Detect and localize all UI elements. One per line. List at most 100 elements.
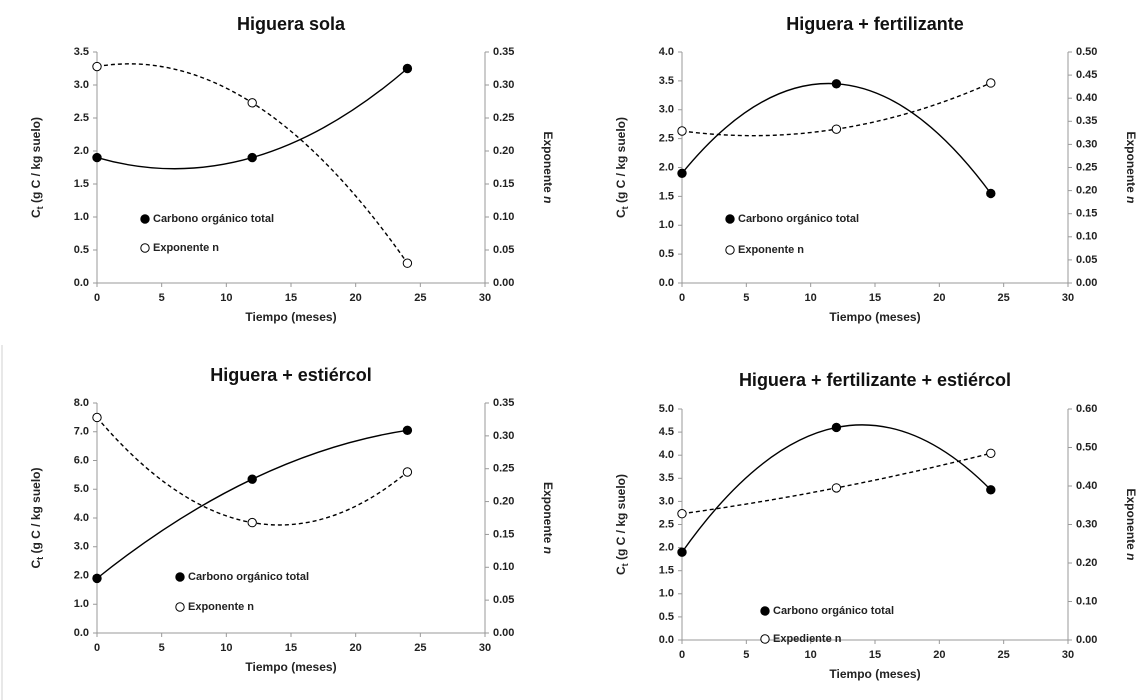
- chart-title: Higuera + estiércol: [210, 365, 372, 385]
- y2-label-italic: n: [541, 196, 555, 203]
- y2-axis-label: Exponente n: [541, 482, 555, 554]
- x-axis-label: Tiempo (meses): [245, 660, 336, 674]
- y-tick-label: 5.0: [659, 403, 674, 415]
- x-tick-label: 20: [933, 649, 945, 661]
- y-label-sub: t: [35, 206, 45, 209]
- y2-tick-label: 0.15: [493, 528, 514, 540]
- x-tick-label: 30: [1062, 292, 1074, 304]
- data-point: [92, 412, 102, 423]
- y2-tick-label: 0.10: [493, 211, 514, 223]
- x-tick-label: 25: [998, 292, 1010, 304]
- data-point: [677, 126, 687, 136]
- y2-tick-label: 0.25: [493, 112, 514, 124]
- x-axis-label: Tiempo (meses): [829, 667, 920, 681]
- y-axis-label: Ct (g C / kg suelo): [29, 467, 45, 568]
- data-point: [831, 124, 842, 134]
- legend-marker: [140, 243, 150, 253]
- y2-label-italic: n: [1124, 196, 1138, 203]
- y-tick-label: 3.0: [659, 495, 674, 507]
- y-tick-label: 2.5: [74, 112, 89, 124]
- data-point: [831, 422, 842, 433]
- y2-tick-label: 0.05: [493, 594, 514, 606]
- x-tick-label: 25: [998, 649, 1010, 661]
- x-tick-label: 5: [743, 292, 749, 304]
- y2-tick-label: 0.20: [493, 145, 514, 157]
- y-tick-label: 7.0: [74, 426, 89, 438]
- legend-label: Carbono orgánico total: [773, 605, 894, 617]
- y2-axis-label: Exponente n: [1124, 131, 1138, 203]
- y-tick-label: 8.0: [74, 397, 89, 409]
- data-point: [247, 474, 257, 484]
- y-tick-label: 0.0: [659, 277, 674, 289]
- data-point: [247, 152, 257, 163]
- y2-tick-label: 0.05: [493, 244, 514, 256]
- chart-title: Higuera + fertilizante: [786, 14, 964, 34]
- y2-tick-label: 0.20: [493, 495, 514, 507]
- data-point: [402, 467, 413, 477]
- y-label-main: C: [29, 560, 43, 569]
- x-tick-label: 15: [869, 292, 881, 304]
- y-label-sub: t: [620, 563, 630, 566]
- y-tick-label: 5.0: [74, 483, 89, 495]
- data-point: [92, 573, 102, 584]
- data-point: [402, 425, 413, 436]
- y2-label-italic: n: [541, 547, 555, 554]
- y-tick-label: 1.0: [74, 598, 89, 610]
- x-tick-label: 0: [679, 649, 685, 661]
- y2-tick-label: 0.35: [493, 397, 514, 409]
- y-axis-label: Ct (g C / kg suelo): [614, 117, 630, 218]
- legend-label: Exponente n: [153, 242, 219, 254]
- y-tick-label: 2.0: [659, 161, 674, 173]
- data-point: [402, 258, 413, 268]
- y2-tick-label: 0.30: [493, 79, 514, 91]
- y2-tick-label: 0.40: [1076, 480, 1097, 492]
- y2-label-main: Exponente: [541, 131, 555, 196]
- x-tick-label: 20: [350, 642, 362, 654]
- x-tick-label: 10: [220, 642, 232, 654]
- legend-label: Carbono orgánico total: [738, 213, 859, 225]
- y2-tick-label: 0.25: [1076, 161, 1097, 173]
- y2-tick-label: 0.35: [1076, 115, 1097, 127]
- data-point: [677, 168, 687, 178]
- y2-tick-label: 0.25: [493, 463, 514, 475]
- data-point: [986, 485, 996, 495]
- series-line: [96, 63, 408, 264]
- x-tick-label: 30: [479, 292, 491, 304]
- y2-tick-label: 0.30: [1076, 518, 1097, 530]
- legend-marker: [175, 602, 185, 612]
- legend-label: Carbono orgánico total: [153, 213, 274, 225]
- series-line: [681, 82, 992, 194]
- data-point: [402, 63, 413, 74]
- series-line: [96, 429, 408, 579]
- y2-tick-label: 0.15: [493, 178, 514, 190]
- y-tick-label: 6.0: [74, 454, 89, 466]
- legend-label: Carbono orgánico total: [188, 571, 309, 583]
- y-label-main: C: [614, 566, 628, 575]
- y-tick-label: 2.5: [659, 518, 674, 530]
- y2-tick-label: 0.10: [493, 561, 514, 573]
- y-tick-label: 2.0: [74, 569, 89, 581]
- y-tick-label: 3.5: [74, 46, 89, 58]
- y-tick-label: 1.0: [74, 211, 89, 223]
- y-label-main: C: [29, 209, 43, 218]
- y-tick-label: 4.0: [659, 449, 674, 461]
- x-tick-label: 25: [414, 642, 426, 654]
- y2-tick-label: 0.40: [1076, 92, 1097, 104]
- legend-marker: [725, 214, 735, 224]
- legend-label: Expediente n: [773, 633, 842, 645]
- x-tick-label: 25: [414, 292, 426, 304]
- data-point: [677, 509, 687, 519]
- x-tick-label: 15: [285, 642, 297, 654]
- data-point: [677, 547, 687, 557]
- y-label-rest: (g C / kg suelo): [29, 467, 43, 556]
- y2-tick-label: 0.20: [1076, 185, 1097, 197]
- y-tick-label: 2.5: [659, 133, 674, 145]
- y-tick-label: 0.0: [74, 627, 89, 639]
- data-point: [92, 61, 102, 72]
- y-label-rest: (g C / kg suelo): [614, 474, 628, 563]
- x-tick-label: 15: [869, 649, 881, 661]
- data-point: [831, 483, 842, 493]
- y-tick-label: 0.0: [74, 277, 89, 289]
- data-point: [986, 188, 996, 199]
